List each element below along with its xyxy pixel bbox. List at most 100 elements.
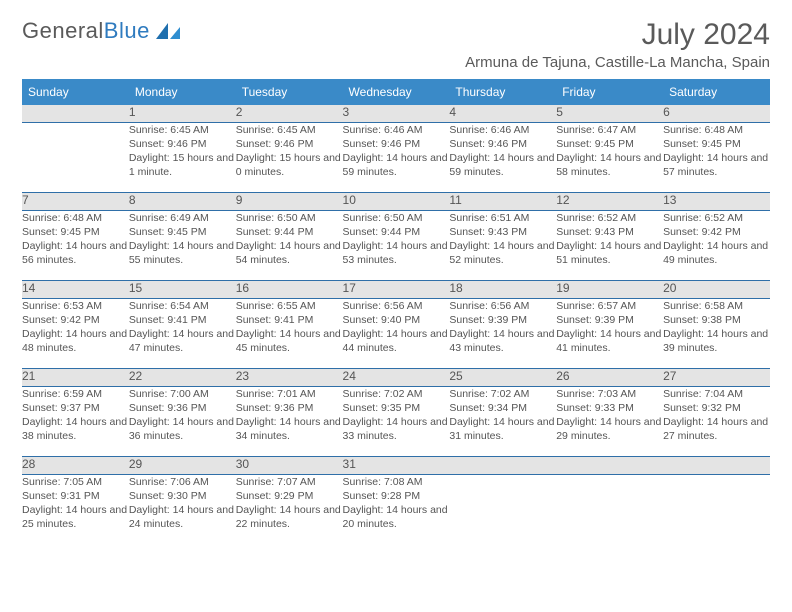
daynum-row: 28293031 (22, 456, 770, 474)
sunset-text: Sunset: 9:45 PM (663, 137, 770, 151)
sunrise-text: Sunrise: 6:56 AM (343, 299, 450, 313)
day-number-cell: 1 (129, 104, 236, 122)
sunrise-text: Sunrise: 6:57 AM (556, 299, 663, 313)
day-number-cell (556, 456, 663, 474)
calendar-body: 123456Sunrise: 6:45 AMSunset: 9:46 PMDay… (22, 104, 770, 544)
day-details-cell: Sunrise: 6:57 AMSunset: 9:39 PMDaylight:… (556, 298, 663, 368)
daylight-text: Daylight: 14 hours and 43 minutes. (449, 327, 556, 355)
daylight-text: Daylight: 14 hours and 34 minutes. (236, 415, 343, 443)
sunset-text: Sunset: 9:45 PM (129, 225, 236, 239)
day-details-cell: Sunrise: 7:02 AMSunset: 9:34 PMDaylight:… (449, 386, 556, 456)
daylight-text: Daylight: 14 hours and 41 minutes. (556, 327, 663, 355)
day-details-cell: Sunrise: 7:07 AMSunset: 9:29 PMDaylight:… (236, 474, 343, 544)
sunrise-text: Sunrise: 7:04 AM (663, 387, 770, 401)
day-details-cell: Sunrise: 6:58 AMSunset: 9:38 PMDaylight:… (663, 298, 770, 368)
sunrise-text: Sunrise: 7:05 AM (22, 475, 129, 489)
day-number-cell: 8 (129, 192, 236, 210)
sunrise-text: Sunrise: 6:50 AM (236, 211, 343, 225)
sunrise-text: Sunrise: 7:01 AM (236, 387, 343, 401)
month-title: July 2024 (465, 18, 770, 52)
sunset-text: Sunset: 9:46 PM (449, 137, 556, 151)
details-row: Sunrise: 6:48 AMSunset: 9:45 PM Daylight:… (22, 210, 770, 280)
day-details-cell: Sunrise: 6:50 AMSunset: 9:44 PMDaylight:… (343, 210, 450, 280)
day-number-cell: 24 (343, 368, 450, 386)
calendar-table: Sunday Monday Tuesday Wednesday Thursday… (22, 79, 770, 544)
daylight-text: Daylight: 14 hours and 59 minutes. (449, 151, 556, 179)
sunrise-text: Sunrise: 6:55 AM (236, 299, 343, 313)
day-details-cell: Sunrise: 6:47 AMSunset: 9:45 PMDaylight:… (556, 122, 663, 192)
sunset-text: Sunset: 9:41 PM (236, 313, 343, 327)
logo-sail-icon (154, 21, 182, 41)
daylight-text: Daylight: 14 hours and 24 minutes. (129, 503, 236, 531)
sunrise-text: Sunrise: 7:08 AM (343, 475, 450, 489)
day-number-cell: 4 (449, 104, 556, 122)
day-number-cell: 12 (556, 192, 663, 210)
sunrise-text: Sunrise: 6:47 AM (556, 123, 663, 137)
details-row: Sunrise: 6:59 AMSunset: 9:37 PMDaylight:… (22, 386, 770, 456)
weekday-header: Friday (556, 80, 663, 104)
sunrise-text: Sunrise: 6:48 AM (22, 211, 129, 225)
day-details-cell (556, 474, 663, 544)
day-details-cell: Sunrise: 6:46 AMSunset: 9:46 PMDaylight:… (343, 122, 450, 192)
daylight-text: Daylight: 15 hours and 0 minutes. (236, 151, 343, 179)
sunset-text: Sunset: 9:44 PM (343, 225, 450, 239)
weekday-header: Saturday (663, 80, 770, 104)
daylight-text: Daylight: 14 hours and 33 minutes. (343, 415, 450, 443)
day-details-cell: Sunrise: 7:08 AMSunset: 9:28 PMDaylight:… (343, 474, 450, 544)
daylight-text: Daylight: 14 hours and 47 minutes. (129, 327, 236, 355)
daynum-row: 78910111213 (22, 192, 770, 210)
daylight-text: Daylight: 14 hours and 31 minutes. (449, 415, 556, 443)
day-details-cell: Sunrise: 6:45 AMSunset: 9:46 PMDaylight:… (236, 122, 343, 192)
sunrise-text: Sunrise: 7:03 AM (556, 387, 663, 401)
day-number-cell: 28 (22, 456, 129, 474)
sunrise-text: Sunrise: 6:46 AM (449, 123, 556, 137)
day-details-cell: Sunrise: 6:56 AMSunset: 9:40 PMDaylight:… (343, 298, 450, 368)
daynum-row: 14151617181920 (22, 280, 770, 298)
sunrise-text: Sunrise: 7:02 AM (343, 387, 450, 401)
day-number-cell: 19 (556, 280, 663, 298)
day-details-cell (449, 474, 556, 544)
sunrise-text: Sunrise: 6:53 AM (22, 299, 129, 313)
sunset-text: Sunset: 9:36 PM (236, 401, 343, 415)
day-number-cell: 9 (236, 192, 343, 210)
daynum-row: 123456 (22, 104, 770, 122)
sunset-text: Sunset: 9:37 PM (22, 401, 129, 415)
daylight-text: Daylight: 14 hours and 36 minutes. (129, 415, 236, 443)
day-number-cell: 2 (236, 104, 343, 122)
day-number-cell: 7 (22, 192, 129, 210)
day-number-cell: 14 (22, 280, 129, 298)
day-details-cell: Sunrise: 6:55 AMSunset: 9:41 PMDaylight:… (236, 298, 343, 368)
sunset-text: Sunset: 9:38 PM (663, 313, 770, 327)
day-details-cell: Sunrise: 7:02 AMSunset: 9:35 PMDaylight:… (343, 386, 450, 456)
details-row: Sunrise: 6:53 AMSunset: 9:42 PMDaylight:… (22, 298, 770, 368)
day-number-cell: 6 (663, 104, 770, 122)
day-details-cell: Sunrise: 7:03 AMSunset: 9:33 PMDaylight:… (556, 386, 663, 456)
day-number-cell: 25 (449, 368, 556, 386)
day-details-cell: Sunrise: 6:49 AMSunset: 9:45 PMDaylight:… (129, 210, 236, 280)
header-bar: GeneralBlue July 2024 Armuna de Tajuna, … (22, 18, 770, 77)
daylight-text: Daylight: 14 hours and 45 minutes. (236, 327, 343, 355)
sunset-text: Sunset: 9:45 PM (556, 137, 663, 151)
sunset-text: Sunset: 9:32 PM (663, 401, 770, 415)
daylight-text: Daylight: 14 hours and 39 minutes. (663, 327, 770, 355)
logo-text-blue: Blue (104, 18, 150, 44)
daylight-text: Daylight: 14 hours and 57 minutes. (663, 151, 770, 179)
logo: GeneralBlue (22, 18, 182, 44)
logo-text-gray: General (22, 18, 104, 44)
day-number-cell: 11 (449, 192, 556, 210)
day-details-cell: Sunrise: 7:00 AMSunset: 9:36 PMDaylight:… (129, 386, 236, 456)
sunset-text: Sunset: 9:43 PM (556, 225, 663, 239)
day-details-cell (22, 122, 129, 192)
daylight-text: Daylight: 14 hours and 44 minutes. (343, 327, 450, 355)
sunrise-text: Sunrise: 6:51 AM (449, 211, 556, 225)
sunset-text: Sunset: 9:28 PM (343, 489, 450, 503)
day-number-cell: 26 (556, 368, 663, 386)
daylight-text: Daylight: 14 hours and 51 minutes. (556, 239, 663, 267)
sunrise-text: Sunrise: 6:52 AM (663, 211, 770, 225)
day-number-cell: 17 (343, 280, 450, 298)
day-details-cell: Sunrise: 6:52 AMSunset: 9:43 PMDaylight:… (556, 210, 663, 280)
day-number-cell: 15 (129, 280, 236, 298)
sunset-text: Sunset: 9:35 PM (343, 401, 450, 415)
title-block: July 2024 Armuna de Tajuna, Castille-La … (465, 18, 770, 77)
sunrise-text: Sunrise: 6:46 AM (343, 123, 450, 137)
